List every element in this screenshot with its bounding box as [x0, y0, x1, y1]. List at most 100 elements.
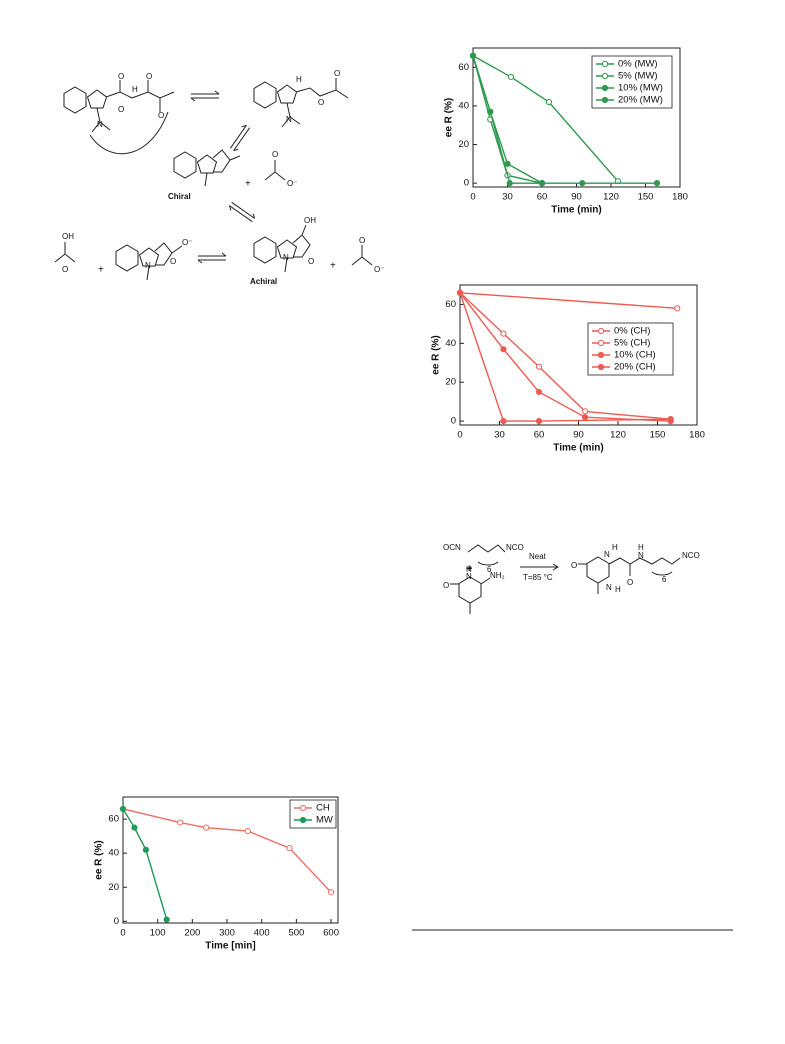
- legend-marker: [597, 363, 605, 371]
- x-axis-label: Time (min): [553, 443, 603, 454]
- data-point: [538, 180, 546, 187]
- atom-label: O⁻: [374, 265, 384, 274]
- data-point: [535, 388, 543, 396]
- y-tick-label: 0: [464, 178, 469, 189]
- data-point: [581, 408, 589, 415]
- atom-label: NCO: [506, 543, 524, 552]
- plus: +: [466, 563, 472, 575]
- legend-label: 0% (CH): [614, 326, 650, 337]
- atom-label: O: [158, 111, 164, 120]
- series-line: [122, 808, 332, 893]
- data-point: [506, 180, 513, 187]
- reaction-condition: Neat: [529, 552, 547, 561]
- atom-label: O: [443, 581, 449, 590]
- x-tick-label: 500: [288, 928, 304, 939]
- x-tick-label: 60: [537, 192, 548, 203]
- atom-label: H: [132, 85, 138, 94]
- data-point: [507, 73, 515, 81]
- legend-frame: [289, 799, 337, 829]
- series-line: [122, 808, 168, 920]
- data-point: [286, 844, 293, 852]
- atom-label: OH: [62, 232, 74, 241]
- chart: 0 100 200 300 400 500 600 0 20 40 60 Time [min] ee R…: [94, 796, 339, 952]
- data-point: [327, 889, 335, 896]
- data-point: [456, 289, 464, 296]
- atom-label: O: [118, 105, 124, 114]
- atom-label: OH: [304, 216, 316, 225]
- x-tick-label: 300: [219, 928, 235, 939]
- reaction-condition: T=85 °C: [523, 573, 553, 582]
- series-line: [472, 55, 543, 184]
- legend-label: 10% (MW): [618, 83, 663, 94]
- data-point: [500, 330, 507, 337]
- atom-label: H: [466, 565, 472, 574]
- atom-label: O: [272, 150, 278, 159]
- data-point: [653, 180, 661, 187]
- y-axis-label: ee R (%): [444, 98, 455, 137]
- atom-label: H: [615, 585, 621, 594]
- legend-label: 0% (MW): [618, 59, 658, 70]
- plot-frame: [122, 796, 339, 924]
- atom-label: O: [118, 72, 124, 81]
- chart: 0 30 60 90 120 150 180 0 20 40 60 Time (min) ee R (%…: [431, 284, 705, 454]
- y-tick-label: 60: [445, 299, 456, 310]
- x-tick-label: 60: [534, 430, 545, 441]
- x-tick-label: 120: [603, 192, 619, 203]
- atom-label: H: [296, 75, 302, 84]
- y-axis-label: ee R (%): [94, 840, 105, 879]
- plus: +: [98, 265, 104, 276]
- atom-label: N: [638, 551, 644, 560]
- y-tick-label: 60: [458, 62, 469, 73]
- atom-label: OCN: [443, 543, 461, 552]
- scheme-1: N O O H O O N H O O Chiral + O O⁻ OH O +…: [54, 69, 384, 286]
- atom-label: N: [606, 583, 612, 592]
- x-tick-label: 0: [120, 928, 125, 939]
- atom-label: O: [571, 561, 577, 570]
- data-point: [203, 824, 210, 831]
- atom-label: N: [145, 261, 151, 270]
- atom-label: O: [62, 265, 68, 274]
- data-point: [142, 846, 149, 853]
- atom-label: O: [334, 69, 340, 78]
- series-line: [459, 292, 671, 422]
- x-tick-label: 200: [184, 928, 200, 939]
- legend-label: 10% (CH): [614, 350, 656, 361]
- atom-label: O: [170, 257, 176, 266]
- y-tick-label: 20: [445, 377, 456, 388]
- atom-label: N: [604, 550, 610, 559]
- y-tick-label: 0: [114, 916, 119, 927]
- data-point: [500, 418, 507, 425]
- y-tick-label: 0: [451, 416, 456, 427]
- x-axis-label: Time (min): [551, 205, 601, 216]
- atom-label: N: [97, 120, 103, 129]
- x-tick-label: 30: [494, 430, 505, 441]
- atom-label: N: [283, 253, 289, 262]
- x-tick-label: 150: [638, 192, 654, 203]
- atom-label: O: [146, 72, 152, 81]
- legend-label: 5% (CH): [614, 338, 650, 349]
- plus: +: [245, 179, 251, 190]
- y-tick-label: 40: [445, 338, 456, 349]
- data-point: [500, 346, 507, 353]
- legend-label: MW: [316, 815, 333, 826]
- x-tick-label: 90: [571, 192, 582, 203]
- legend-label: 20% (CH): [614, 362, 656, 373]
- data-point: [244, 827, 251, 835]
- y-axis-label: ee R (%): [431, 335, 442, 374]
- y-tick-label: 60: [108, 814, 119, 825]
- x-tick-label: 180: [672, 192, 688, 203]
- atom-label: O⁻: [287, 179, 297, 188]
- data-point: [535, 418, 543, 425]
- data-point: [667, 416, 674, 423]
- chiral-label: Chiral: [168, 192, 191, 201]
- series-line: [472, 55, 657, 184]
- y-tick-label: 40: [108, 848, 119, 859]
- atom-label: NCO: [682, 551, 700, 560]
- x-tick-label: 90: [573, 430, 584, 441]
- data-point: [487, 108, 494, 115]
- x-axis-label: Time [min]: [205, 941, 255, 952]
- legend-marker: [601, 84, 609, 92]
- data-point: [581, 414, 589, 421]
- atom-label: N: [466, 572, 472, 581]
